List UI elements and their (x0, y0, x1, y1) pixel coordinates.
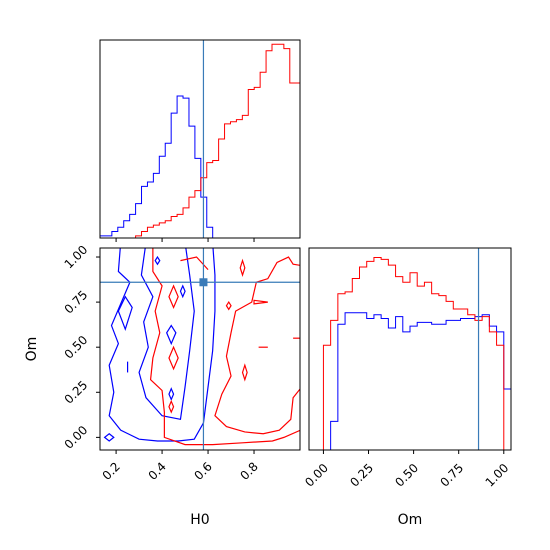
x-tick-label-h0: 0.2 (100, 459, 123, 482)
histogram-series-0 (309, 312, 512, 451)
contour-line (117, 295, 133, 331)
contour-line (108, 248, 216, 442)
y-tick-label-om: 0.75 (62, 288, 91, 317)
contour-line (138, 248, 195, 421)
y-tick-label-om: 0.50 (62, 333, 91, 362)
contour-marks (100, 248, 300, 450)
x-tick-label-om: 1.00 (483, 461, 512, 490)
contour-line (103, 433, 115, 442)
histogram-h0-marks (99, 40, 301, 239)
x-tick-label-om: 0.25 (347, 461, 376, 490)
contour-frame (99, 247, 301, 451)
y-tick-label-om: 0.00 (62, 423, 91, 452)
contour-h0-om-panel (99, 247, 301, 451)
x-axis-label-h0: H0 (190, 512, 209, 528)
contour-line (168, 284, 179, 310)
x-tick-label-h0: 0.8 (237, 459, 260, 482)
x-tick-label-h0: 0.6 (192, 459, 215, 482)
contour-line (241, 363, 248, 382)
contour-line (165, 324, 177, 346)
truth-marker (199, 278, 208, 287)
contour-line (253, 299, 268, 305)
histogram-series-0 (99, 95, 300, 239)
y-tick-label-om: 1.00 (62, 243, 91, 272)
contour-line (168, 399, 175, 414)
histogram-h0-frame (99, 39, 301, 239)
contour-line (168, 387, 175, 402)
y-tick-label-om: 0.25 (62, 378, 91, 407)
histogram-series-1 (309, 257, 511, 451)
x-tick-label-om: 0.50 (392, 461, 421, 490)
x-tick-label-h0: 0.4 (146, 459, 169, 482)
contour-line (154, 255, 161, 266)
contour-line (168, 345, 179, 371)
histogram-om-frame (308, 247, 512, 451)
x-tick-label-om: 0.00 (302, 461, 331, 490)
contour-line (214, 256, 300, 435)
contour-line (180, 256, 209, 271)
y-axis-label-om: Om (24, 337, 40, 362)
contour-line (149, 248, 300, 446)
x-axis-label-om: Om (398, 512, 423, 528)
histogram-om-marks (309, 248, 512, 451)
contour-line (179, 284, 186, 299)
histogram-om-panel (308, 247, 512, 451)
histogram-series-1 (100, 43, 301, 239)
histogram-h0-panel (99, 39, 301, 239)
contour-line (225, 300, 232, 311)
x-tick-label-om: 0.75 (437, 461, 466, 490)
contour-line (239, 258, 246, 278)
